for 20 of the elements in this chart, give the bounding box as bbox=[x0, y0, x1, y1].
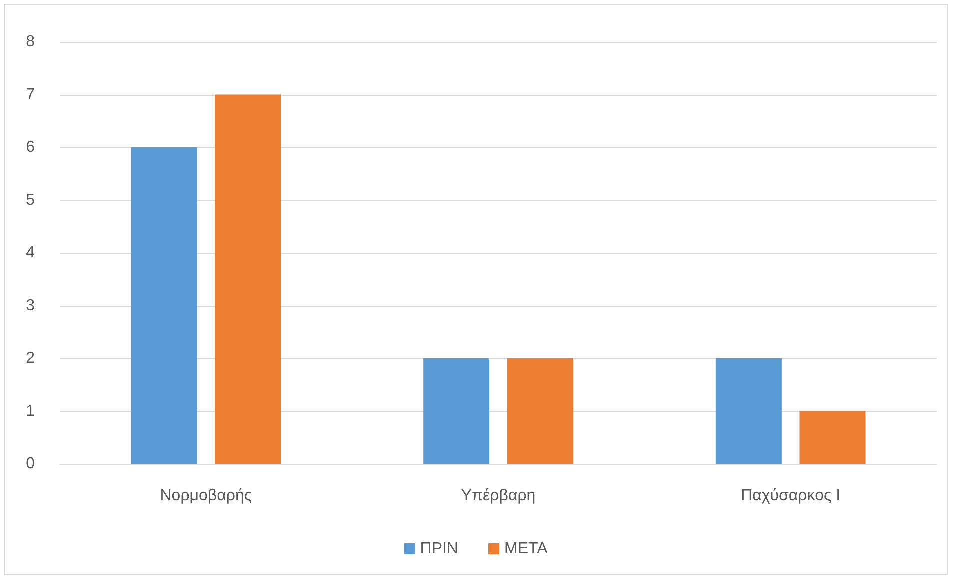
y-tick-label: 5 bbox=[26, 192, 36, 209]
legend-label: ΜΕΤΑ bbox=[504, 540, 548, 558]
y-tick-label: 3 bbox=[26, 297, 36, 314]
y-tick-label: 8 bbox=[26, 34, 36, 50]
x-tick-label: Νορμοβαρής bbox=[160, 488, 252, 504]
y-tick-label: 6 bbox=[26, 139, 36, 156]
bar bbox=[131, 148, 198, 464]
y-tick-label: 2 bbox=[26, 350, 36, 367]
legend-label: ΠΡΙΝ bbox=[420, 540, 458, 558]
y-tick-label: 4 bbox=[26, 244, 36, 262]
x-tick-label: Υπέρβαρη bbox=[461, 488, 536, 504]
bar bbox=[215, 94, 282, 464]
bar bbox=[716, 358, 782, 464]
y-tick-label: 1 bbox=[26, 402, 36, 420]
bar bbox=[424, 358, 490, 464]
bar bbox=[507, 358, 574, 464]
y-tick-label: 0 bbox=[26, 456, 36, 472]
x-tick-label: Παχύσαρκος Ι bbox=[741, 488, 841, 504]
y-tick-label: 7 bbox=[26, 86, 36, 104]
bar bbox=[800, 411, 866, 464]
